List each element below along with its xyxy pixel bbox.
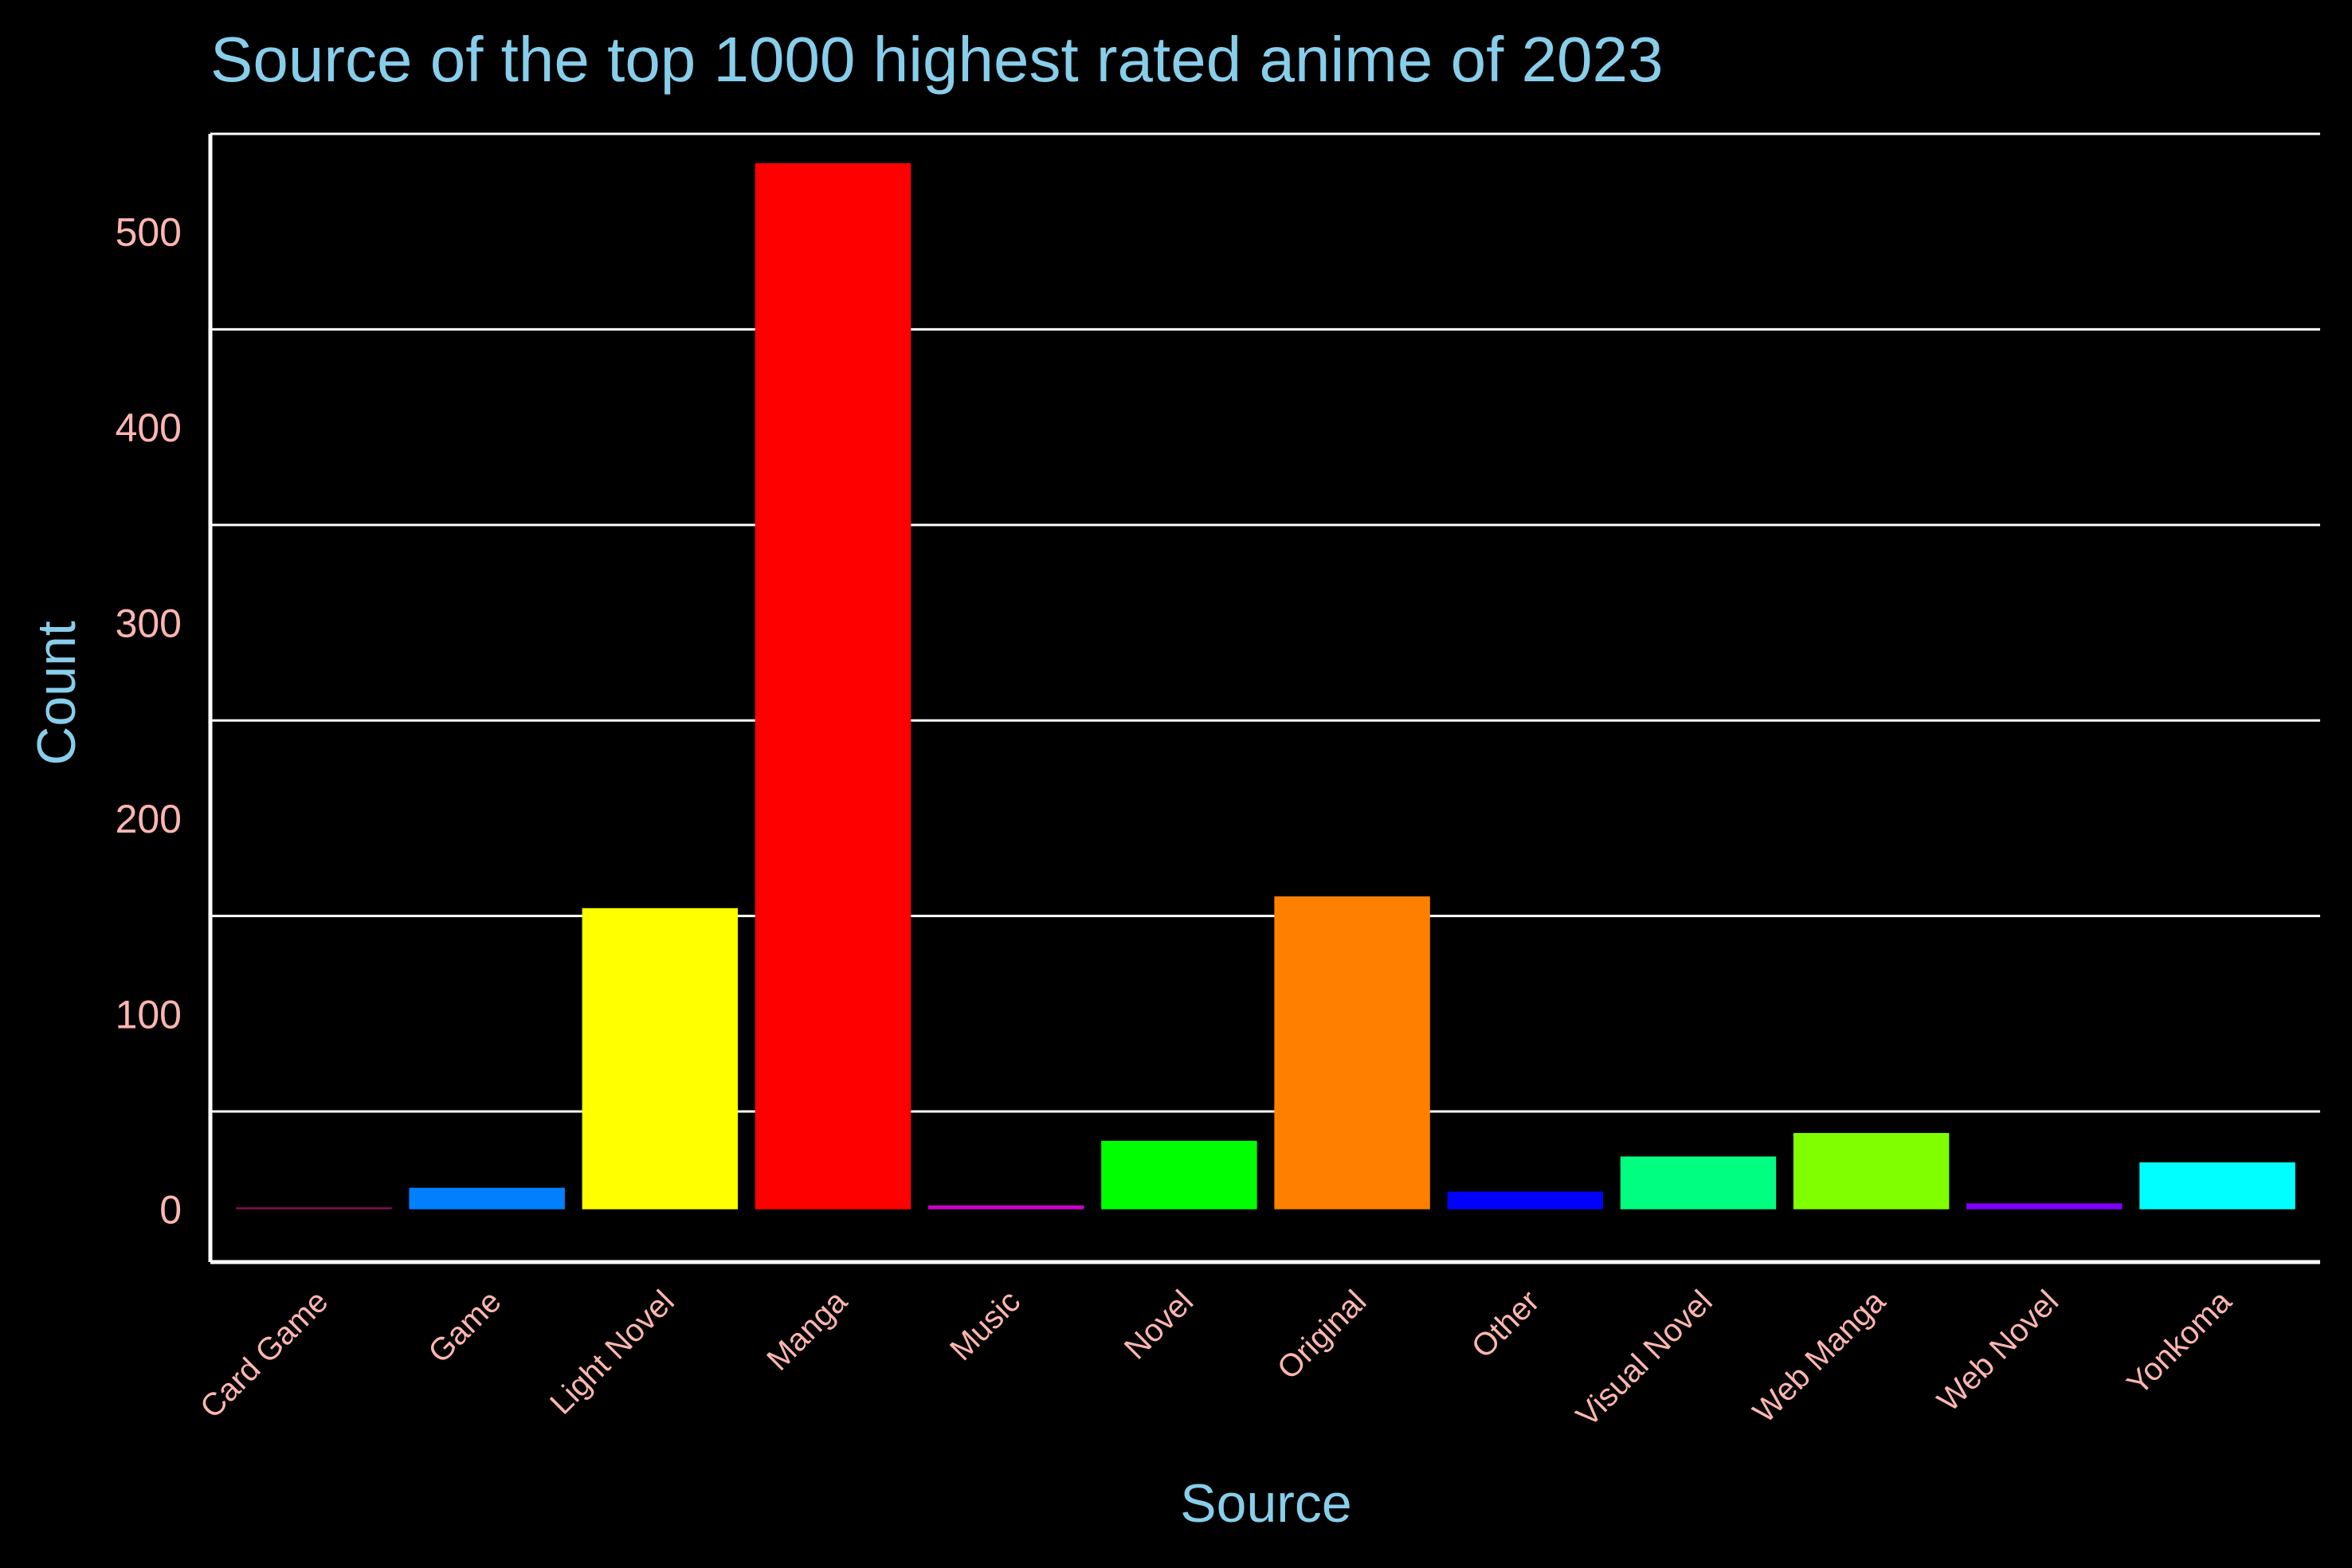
bar (409, 1187, 565, 1209)
y-tick-labels: 0 100 200 300 400 500 (116, 210, 182, 1233)
y-tick-label: 400 (116, 406, 182, 450)
bar (236, 1207, 392, 1209)
bar (1274, 896, 1430, 1209)
y-tick-label: 100 (116, 992, 182, 1037)
bars (236, 163, 2295, 1209)
y-tick-label: 0 (159, 1188, 182, 1233)
gridlines (210, 132, 2320, 1113)
y-tick-label: 200 (116, 797, 182, 841)
bar (582, 907, 739, 1209)
bar (927, 1205, 1084, 1209)
bar (1793, 1133, 1950, 1209)
bar (1620, 1156, 1777, 1209)
y-axis-title: Count (26, 621, 87, 766)
bar (755, 163, 911, 1209)
bar (1101, 1140, 1257, 1209)
bar (1966, 1203, 2123, 1209)
chart-title: Source of the top 1000 highest rated ani… (210, 24, 1664, 95)
y-tick-label: 500 (116, 210, 182, 255)
x-axis-title: Source (1180, 1473, 1351, 1534)
y-tick-label: 300 (116, 602, 182, 646)
bar (1447, 1191, 1604, 1209)
bar (2139, 1162, 2295, 1209)
